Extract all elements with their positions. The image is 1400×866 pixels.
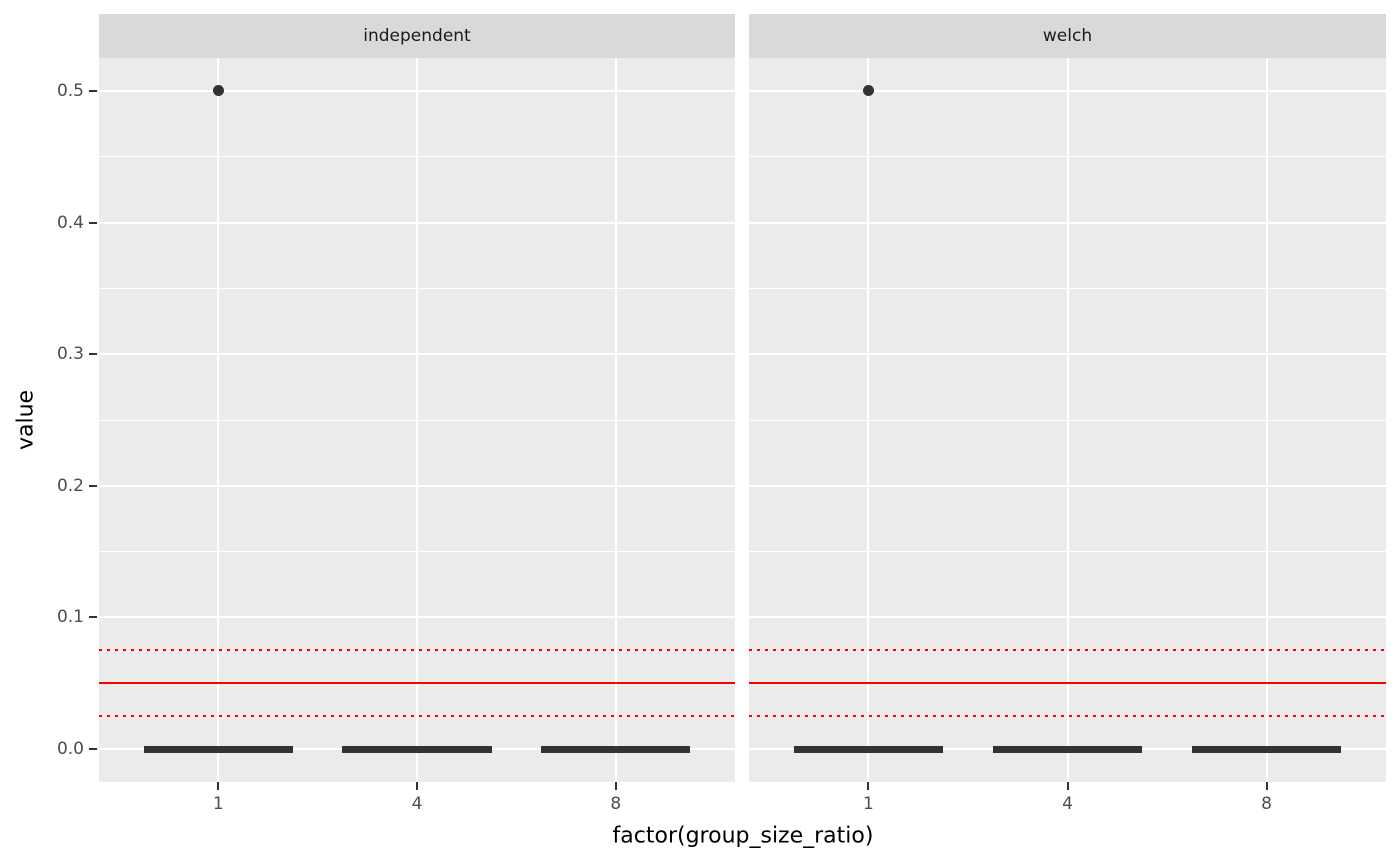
gridline-major-vertical <box>1265 58 1268 782</box>
reference-line-dotted <box>99 715 735 718</box>
facet-strip-label: welch <box>1042 26 1093 46</box>
x-tick-label: 4 <box>411 794 423 814</box>
reference-line-dotted <box>749 715 1386 718</box>
boxplot-box <box>342 745 492 753</box>
reference-line-solid <box>749 682 1386 685</box>
y-tick-label: 0.3 <box>56 344 84 365</box>
x-tick-label: 1 <box>212 794 224 814</box>
y-tick-label: 0.2 <box>56 475 84 496</box>
x-tick-mark <box>217 782 220 790</box>
boxplot-box <box>793 745 944 753</box>
y-tick-label: 0.5 <box>56 80 84 101</box>
facet: welch 1 4 8 <box>749 14 1386 822</box>
x-tick-label: 8 <box>610 794 622 814</box>
facet-strip: welch <box>749 14 1386 58</box>
y-tick-label: 0.1 <box>56 607 84 628</box>
gridline-major-vertical <box>614 58 617 782</box>
boxplot-box <box>143 745 293 753</box>
outlier-point <box>212 85 224 97</box>
facet-strip-label: independent <box>363 26 471 46</box>
y-tick-mark <box>89 616 97 619</box>
reference-line-dotted <box>749 649 1386 652</box>
reference-line-solid <box>99 682 735 685</box>
boxplot-box <box>1191 745 1342 753</box>
x-tick-mark <box>867 782 870 790</box>
gridline-major-vertical <box>217 58 220 782</box>
boxplot-box <box>992 745 1143 753</box>
facet-panel <box>749 58 1386 782</box>
y-tick-mark <box>89 89 97 92</box>
x-tick-mark <box>1265 782 1268 790</box>
y-tick-mark <box>89 484 97 487</box>
x-tick-mark <box>1066 782 1069 790</box>
x-axis-title: factor(group_size_ratio) <box>612 823 874 849</box>
gridline-major-vertical <box>1066 58 1069 782</box>
x-tick-mark <box>614 782 617 790</box>
facet: independent 1 4 8 <box>99 14 735 822</box>
y-tick-label: 0.0 <box>56 739 84 760</box>
y-tick-mark <box>89 748 97 751</box>
y-tick-mark <box>89 221 97 224</box>
y-tick-label: 0.4 <box>56 212 84 233</box>
x-tick-label: 4 <box>1062 794 1073 814</box>
x-tick-mark <box>416 782 418 790</box>
facet-strip: independent <box>99 14 735 58</box>
outlier-point <box>862 85 874 97</box>
facet-x-axis: 1 4 8 <box>99 782 735 822</box>
y-tick-mark <box>89 353 97 356</box>
y-axis: 0.0 0.1 0.2 0.3 0.4 0.5 <box>0 58 99 782</box>
boxplot-box <box>541 745 691 753</box>
gridline-major-vertical <box>867 58 870 782</box>
reference-line-dotted <box>99 649 735 652</box>
facet-x-axis: 1 4 8 <box>749 782 1386 822</box>
x-tick-label: 8 <box>1261 794 1272 814</box>
x-tick-label: 1 <box>863 794 874 814</box>
facet-panel <box>99 58 735 782</box>
gridline-major-vertical <box>416 58 418 782</box>
